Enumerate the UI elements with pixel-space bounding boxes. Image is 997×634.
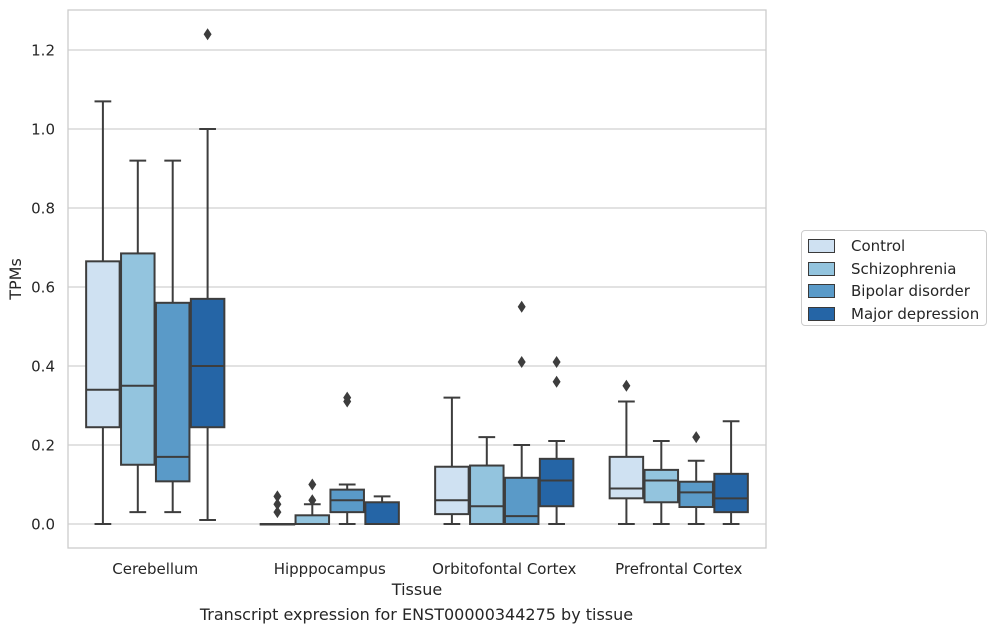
y-tick-label: 0.4 [31, 358, 55, 376]
box-major-depression [364, 495, 400, 525]
box-body [189, 297, 226, 429]
legend-label-control: Control [851, 237, 906, 256]
box-schizophrenia [643, 440, 680, 525]
outlier-point [622, 379, 631, 392]
legend-item-schizophrenia: Schizophrenia [808, 258, 986, 281]
x-tick-label: Prefrontal Cortex [615, 560, 742, 578]
box-body [538, 457, 575, 508]
x-tick-labels: Cerebellum Hipppocampus Orbitofontal Corte… [112, 560, 742, 578]
box-control [85, 100, 121, 525]
box-body [85, 260, 121, 429]
box-body [154, 301, 191, 483]
box-bipolar-disorder [154, 159, 191, 514]
y-axis-label: TPMs [6, 258, 25, 301]
box-major-depression [538, 356, 575, 525]
legend-item-major-depression: Major depression [808, 303, 986, 326]
outlier-point [552, 356, 561, 369]
y-tick-label: 0.2 [31, 437, 55, 455]
legend-item-bipolar-disorder: Bipolar disorder [808, 280, 986, 303]
box-bipolar-disorder [329, 391, 365, 525]
outlier-point [308, 478, 317, 491]
box-bipolar-disorder [678, 431, 714, 525]
box-body [120, 252, 156, 466]
outlier-point [273, 498, 282, 511]
box-schizophrenia [120, 159, 156, 514]
outlier-point [517, 356, 526, 369]
box-body [643, 468, 680, 504]
legend-swatch-major-depression [808, 306, 835, 321]
outlier-point [692, 431, 701, 444]
box-control [608, 379, 645, 525]
x-tick-label: Hipppocampus [274, 560, 386, 578]
legend-item-control: Control [808, 235, 986, 258]
figure-caption: Transcript expression for ENST0000034427… [199, 605, 634, 624]
outlier-point [203, 28, 212, 41]
box-control [259, 490, 296, 526]
y-tick-label: 0.6 [31, 279, 55, 297]
y-tick-label: 0.0 [31, 516, 55, 534]
plot-frame [67, 9, 767, 549]
legend-label-major-depression: Major depression [851, 304, 980, 323]
outlier-point [308, 494, 317, 507]
box-body [469, 464, 505, 526]
x-axis-label: Tissue [391, 580, 442, 599]
y-tick-labels: 0.0 0.2 0.4 0.6 0.8 1.0 1.2 [31, 42, 55, 534]
outlier-point [273, 506, 282, 519]
legend-swatch-bipolar-disorder [808, 284, 835, 299]
outlier-point [343, 391, 352, 404]
legend: Control Schizophrenia Bipolar disorder M… [801, 230, 987, 326]
box-body [434, 465, 470, 516]
box-body [364, 501, 400, 525]
outlier-point [552, 375, 561, 388]
box-body [608, 455, 645, 500]
legend-swatch-control [808, 239, 835, 254]
box-control [434, 396, 470, 525]
box-body [678, 480, 714, 509]
box-major-depression [713, 420, 749, 525]
box-layer [85, 28, 749, 526]
box-bipolar-disorder [503, 300, 540, 526]
box-schizophrenia [469, 436, 505, 526]
outlier-point [273, 490, 282, 503]
legend-label-bipolar-disorder: Bipolar disorder [851, 282, 970, 301]
legend-swatch-schizophrenia [808, 261, 835, 276]
y-tick-label: 1.0 [31, 121, 55, 139]
box-major-depression [189, 28, 226, 522]
y-tick-label: 1.2 [31, 42, 55, 60]
box-body [294, 514, 331, 525]
x-tick-label: Cerebellum [112, 560, 198, 578]
x-tick-label: Orbitofontal Cortex [432, 560, 576, 578]
box-schizophrenia [294, 478, 331, 525]
outlier-point [517, 300, 526, 313]
legend-label-schizophrenia: Schizophrenia [851, 259, 957, 278]
box-body [713, 472, 749, 514]
y-tick-label: 0.8 [31, 200, 55, 218]
